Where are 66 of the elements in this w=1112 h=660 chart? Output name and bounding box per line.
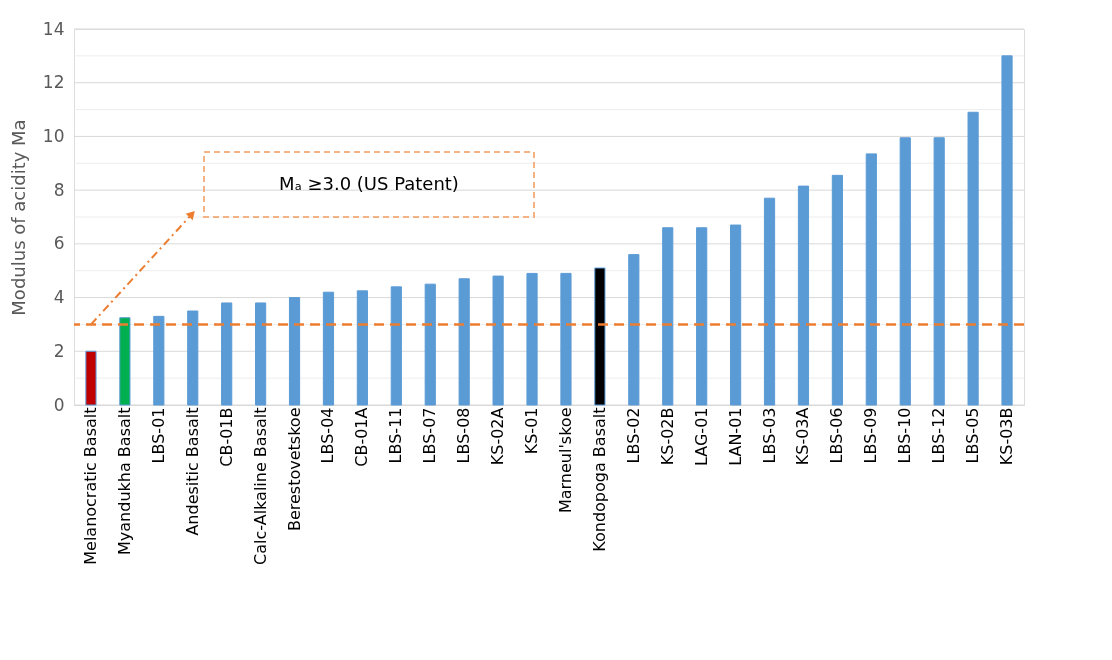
bar [933, 137, 945, 406]
x-tick-label: LBS-02 [623, 407, 643, 464]
x-tick-label: KS-03B [997, 407, 1017, 466]
x-tick-label: LAN-01 [725, 407, 745, 466]
bar [797, 185, 810, 406]
bar [831, 174, 843, 406]
y-axis-title: Modulus of acidity Ma [7, 119, 29, 316]
bar [85, 350, 97, 406]
bar [865, 153, 877, 406]
bar [322, 291, 335, 406]
bar [696, 227, 708, 406]
x-tick-label: Marneul'skoe [555, 407, 575, 514]
y-tick-label: 14 [42, 18, 65, 39]
bar [492, 275, 504, 406]
y-tick-label: 10 [42, 125, 65, 146]
y-tick-label: 0 [53, 394, 65, 415]
bar [119, 317, 131, 406]
x-tick-label: LBS-08 [454, 407, 474, 464]
bar [187, 310, 199, 406]
x-tick-label: KS-02A [488, 407, 508, 466]
x-tick-label: LBS-06 [827, 407, 847, 464]
x-tick-label: Kondopoga Basalt [589, 407, 609, 552]
bar [356, 290, 368, 406]
x-tick-label: LBS-07 [420, 407, 440, 464]
y-tick-label: 6 [53, 233, 65, 254]
x-tick-label: Myandukha Basalt [114, 407, 134, 555]
bar [594, 267, 606, 406]
x-tick-label: LBS-01 [148, 407, 168, 464]
x-tick-label: LBS-04 [318, 407, 338, 464]
bar [221, 302, 233, 406]
x-tick-label: LAG-01 [691, 407, 711, 466]
bar [526, 272, 538, 406]
bar [288, 297, 301, 406]
bar [560, 272, 572, 406]
bar [628, 254, 640, 406]
x-tick-label: CB-01A [352, 407, 372, 467]
x-tick-label: LBS-05 [963, 407, 983, 464]
bar [1001, 55, 1013, 406]
x-tick-label: Andesitic Basalt [182, 407, 202, 536]
x-tick-label: LBS-09 [861, 407, 881, 464]
x-tick-label: Melanocratic Basalt [80, 407, 100, 565]
x-tick-label: CB-01B [216, 407, 236, 467]
x-tick-label: LBS-10 [895, 407, 915, 464]
x-tick-label: LBS-11 [386, 407, 406, 464]
y-tick-label: 2 [53, 340, 65, 361]
x-tick-label: KS-03A [793, 407, 813, 466]
x-tick-label: LBS-03 [759, 407, 779, 464]
bar [255, 302, 267, 406]
bar [662, 227, 674, 406]
annotation: Mₐ ≥3.0 (US Patent) [279, 172, 459, 194]
x-tick-label: Calc-Alkaline Basalt [250, 407, 270, 565]
bar [967, 111, 979, 406]
x-tick-label: Berestovetskoe [284, 407, 304, 532]
bar [390, 286, 402, 406]
bar [763, 197, 776, 406]
x-tick-label: KS-01 [522, 407, 542, 455]
bar [458, 278, 470, 406]
bar [899, 137, 911, 406]
bar [153, 315, 165, 406]
x-tick-label: LBS-12 [929, 407, 949, 464]
y-tick-label: 8 [53, 179, 65, 200]
y-tick-label: 4 [53, 287, 65, 308]
y-tick-label: 12 [42, 72, 65, 93]
x-tick-label: KS-02B [657, 407, 677, 466]
bar [730, 224, 742, 406]
bar [424, 283, 436, 406]
